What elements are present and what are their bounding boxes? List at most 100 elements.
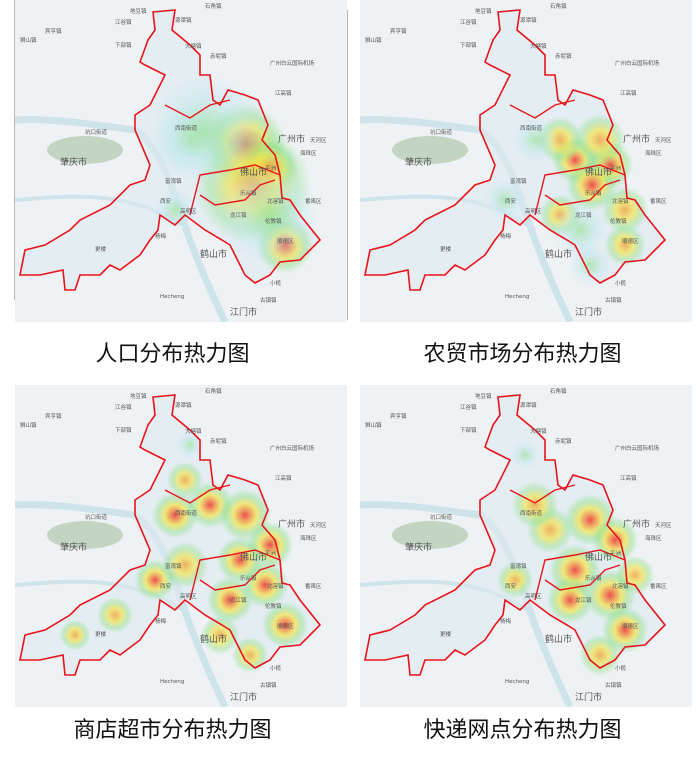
- place-label: 江门市: [575, 306, 602, 318]
- place-label: 大塘镇: [530, 42, 547, 50]
- place-label: 狮山镇: [365, 421, 382, 429]
- place-label: 赤坭镇: [210, 52, 227, 60]
- district-boundary: [534, 164, 626, 216]
- heat-spot: [221, 166, 319, 264]
- region-boundary: [19, 394, 322, 676]
- place-label: 天河区: [655, 521, 672, 529]
- heat-spot: [261, 601, 309, 649]
- place-label: 坑口街道: [430, 128, 453, 136]
- place-label: 天河区: [310, 136, 327, 144]
- place-label: 佛山市: [585, 551, 612, 563]
- region-boundary: [364, 394, 667, 676]
- place-label: 番禺区: [650, 583, 667, 590]
- place-label: 大塘镇: [185, 42, 202, 50]
- place-label: 广州白云国际机场: [615, 59, 660, 67]
- place-label: 大塘镇: [530, 427, 547, 435]
- place-label: Hecheng: [160, 679, 184, 685]
- divider: [347, 10, 348, 320]
- heat-spot: [512, 117, 558, 163]
- place-label: 地豆镇: [475, 7, 492, 15]
- place-label: 高明区: [180, 207, 197, 215]
- place-label: 海珠区: [300, 149, 317, 157]
- place-label: 源潭镇: [175, 16, 192, 24]
- place-label: 富湾镇: [165, 177, 182, 185]
- place-label: 石角镇: [550, 2, 567, 10]
- place-label: 西南街道: [175, 124, 198, 132]
- place-label: 龙江镇: [575, 596, 592, 604]
- place-label: 古镇镇: [605, 296, 622, 304]
- place-label: 乐从镇: [585, 189, 602, 197]
- place-label: 更楼: [95, 630, 107, 638]
- place-label: 江高镇: [620, 474, 637, 482]
- green-area: [392, 521, 468, 549]
- place-label: 源潭镇: [520, 401, 537, 409]
- place-label: 鹤山市: [545, 248, 572, 260]
- place-label: Hecheng: [505, 294, 529, 300]
- place-label: 江门市: [575, 691, 602, 703]
- place-label: 海珠区: [300, 534, 317, 542]
- place-label: 肇庆市: [405, 156, 432, 168]
- place-label: 江高镇: [620, 89, 637, 97]
- place-label: 江高镇: [275, 89, 292, 97]
- place-label: 伦教镇: [610, 217, 627, 225]
- place-label: 广州市: [278, 133, 305, 145]
- heat-spot: [552, 202, 608, 258]
- place-label: 江门市: [230, 691, 257, 703]
- place-label: 地豆镇: [475, 392, 492, 400]
- district-boundary: [509, 99, 576, 119]
- place-label: 赤坭镇: [555, 437, 572, 445]
- place-label: 天河区: [310, 521, 327, 529]
- district-boundary: [199, 564, 276, 591]
- place-label: 番禺区: [650, 198, 667, 205]
- heat-spot: [154, 189, 196, 231]
- place-label: 杨梅: [500, 232, 512, 240]
- caption-express-outlets: 快递网点分布热力图: [423, 718, 622, 743]
- place-label: 赤坭镇: [555, 52, 572, 60]
- place-label: 大塘镇: [185, 427, 202, 435]
- place-label: 北滘镇: [267, 197, 284, 205]
- place-label: 西南街道: [520, 124, 543, 132]
- place-label: 杨梅: [500, 617, 512, 625]
- place-label: 顺德区: [622, 622, 639, 630]
- place-label: 下部镇: [115, 41, 132, 49]
- place-label: 西安: [505, 582, 517, 590]
- place-label: 佛山市: [240, 551, 267, 563]
- heat-spot: [96, 596, 134, 634]
- place-label: 江高镇: [275, 474, 292, 482]
- district-boundary: [534, 549, 626, 601]
- place-label: 广州市: [623, 518, 650, 530]
- place-label: 广州白云国际机场: [270, 444, 315, 452]
- place-label: 西安: [505, 197, 517, 205]
- place-label: 北滘镇: [612, 197, 629, 205]
- heat-spot: [601, 186, 649, 234]
- place-label: 古镇镇: [260, 681, 277, 689]
- place-label: 乐从镇: [240, 189, 257, 197]
- heat-spot: [579, 634, 621, 676]
- place-label: 番禺区: [305, 198, 322, 205]
- place-label: 坑口街道: [430, 513, 453, 521]
- place-label: 江谷镇: [115, 403, 132, 411]
- place-label: 江谷镇: [115, 18, 132, 26]
- place-label: 肇庆市: [60, 156, 87, 168]
- place-label: 富湾镇: [510, 562, 527, 570]
- place-label: 顺德区: [277, 237, 294, 245]
- place-label: 石角镇: [550, 387, 567, 395]
- place-label: 龙江镇: [575, 211, 592, 219]
- district-boundary: [544, 564, 621, 591]
- place-label: 坑口街道: [85, 513, 108, 521]
- place-label: 下部镇: [460, 41, 477, 49]
- district-boundary: [544, 179, 621, 206]
- place-label: 富湾镇: [165, 562, 182, 570]
- place-label: 更楼: [95, 245, 107, 253]
- place-label: 西安: [160, 197, 172, 205]
- place-label: 小榄: [615, 664, 627, 672]
- place-label: 源潭镇: [520, 16, 537, 24]
- place-label: 宾亨镇: [45, 412, 62, 420]
- place-label: 肇庆市: [60, 541, 87, 553]
- place-label: 石角镇: [205, 387, 222, 395]
- place-label: 鹤山市: [200, 633, 227, 645]
- heat-spot: [574, 114, 626, 166]
- place-label: 伦教镇: [265, 602, 282, 610]
- place-label: 顺德区: [277, 622, 294, 630]
- place-label: 平洲: [610, 165, 622, 172]
